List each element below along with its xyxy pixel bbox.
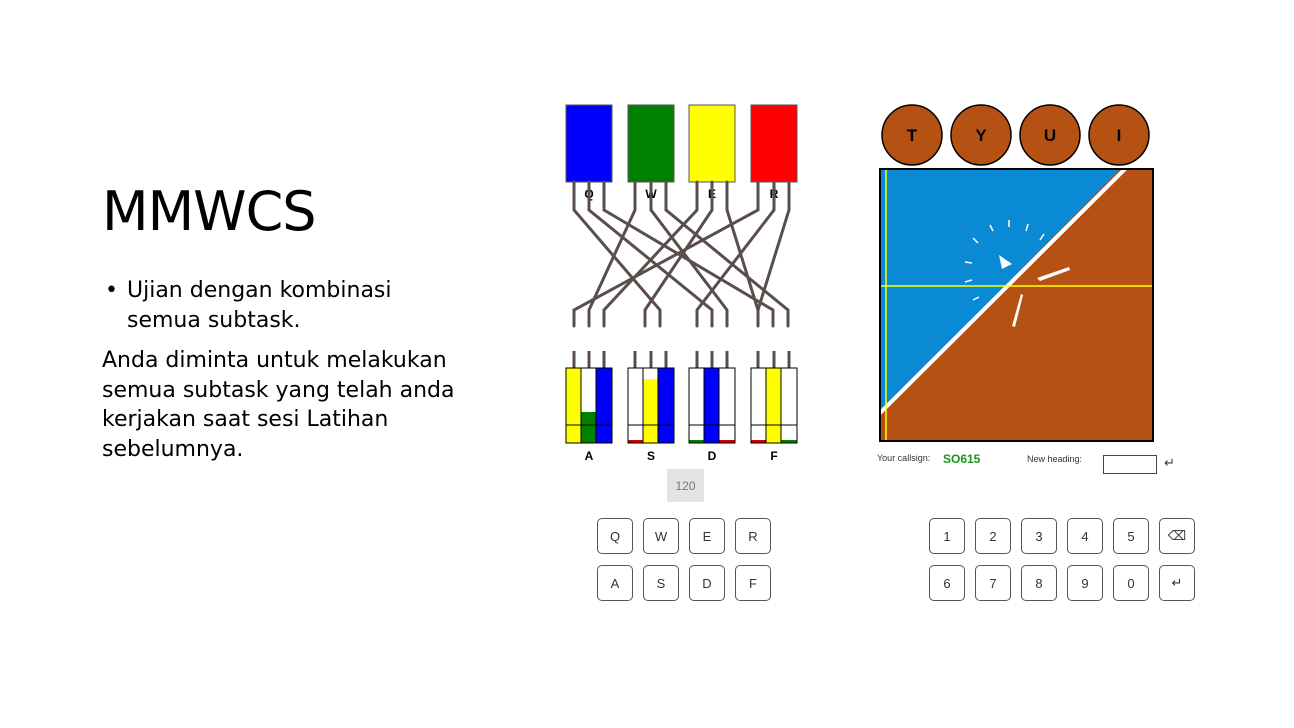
receptacle-a[interactable] bbox=[565, 367, 613, 444]
key-4[interactable]: 4 bbox=[1067, 518, 1103, 554]
svg-text:U: U bbox=[1044, 126, 1056, 145]
wire bbox=[572, 180, 760, 328]
receptacle-d[interactable] bbox=[688, 367, 736, 444]
key-0[interactable]: 0 bbox=[1113, 565, 1149, 601]
key-a[interactable]: A bbox=[597, 565, 633, 601]
bullet-item: • Ujian dengan kombinasi semua subtask. bbox=[105, 276, 465, 336]
heading-arrow bbox=[999, 255, 1012, 269]
backspace-icon[interactable]: ⌫ bbox=[1159, 518, 1195, 554]
svg-text:Y: Y bbox=[975, 126, 987, 145]
wire bbox=[725, 180, 760, 328]
receptacle-f[interactable] bbox=[750, 367, 798, 444]
callsign-value: SO615 bbox=[943, 452, 981, 466]
enter-key-icon[interactable]: ↵ bbox=[1159, 565, 1195, 601]
aircraft-marker bbox=[1037, 267, 1070, 281]
key-6[interactable]: 6 bbox=[929, 565, 965, 601]
svg-text:I: I bbox=[1117, 126, 1122, 145]
button-y[interactable]: Y bbox=[950, 104, 1012, 166]
paragraph-line: kerjakan saat sesi Latihan bbox=[102, 407, 389, 432]
bullet-text: Ujian dengan kombinasi semua subtask. bbox=[127, 278, 392, 333]
receptacle-s[interactable] bbox=[627, 367, 675, 444]
horizon-line bbox=[878, 167, 1127, 415]
button-t[interactable]: T bbox=[881, 104, 943, 166]
slide-title: MMWCS bbox=[102, 180, 317, 243]
wiring-panel: Q W E R bbox=[565, 104, 798, 463]
key-e[interactable]: E bbox=[689, 518, 725, 554]
key-9[interactable]: 9 bbox=[1067, 565, 1103, 601]
wire bbox=[695, 180, 776, 328]
key-1[interactable]: 1 bbox=[929, 518, 965, 554]
paragraph-line: Anda diminta untuk melakukan bbox=[102, 348, 447, 373]
key-8[interactable]: 8 bbox=[1021, 565, 1057, 601]
key-s[interactable]: S bbox=[643, 565, 679, 601]
wire bbox=[572, 180, 662, 328]
source-block-yellow[interactable] bbox=[688, 104, 736, 183]
source-block-blue[interactable] bbox=[565, 104, 613, 183]
wire bbox=[664, 180, 790, 328]
key-2[interactable]: 2 bbox=[975, 518, 1011, 554]
bottom-label-f: F bbox=[770, 449, 777, 463]
source-block-red[interactable] bbox=[750, 104, 798, 183]
paragraph-line: sebelumnya. bbox=[102, 436, 244, 462]
source-block-green[interactable] bbox=[627, 104, 675, 183]
button-u[interactable]: U bbox=[1019, 104, 1081, 166]
svg-text:T: T bbox=[907, 126, 918, 145]
new-heading-label: New heading: bbox=[1027, 454, 1083, 464]
enter-icon[interactable]: ↵ bbox=[1164, 455, 1175, 470]
new-heading-input[interactable] bbox=[1103, 455, 1157, 474]
bottom-label-s: S bbox=[647, 449, 655, 463]
attitude-panel: T Y U I bbox=[878, 104, 1154, 442]
score-display: 120 bbox=[667, 469, 704, 502]
wire bbox=[602, 180, 699, 328]
wire bbox=[649, 180, 729, 328]
key-w[interactable]: W bbox=[643, 518, 679, 554]
horizon-display bbox=[878, 167, 1154, 442]
wire bbox=[643, 180, 714, 328]
heading-ticks bbox=[964, 220, 1045, 301]
wire bbox=[587, 180, 637, 328]
button-i[interactable]: I bbox=[1088, 104, 1150, 166]
bullet-dot: • bbox=[105, 278, 118, 303]
key-7[interactable]: 7 bbox=[975, 565, 1011, 601]
key-q[interactable]: Q bbox=[597, 518, 633, 554]
wire bbox=[756, 180, 791, 312]
key-f[interactable]: F bbox=[735, 565, 771, 601]
paragraph-line: semua subtask yang telah anda bbox=[102, 377, 455, 403]
connector-pins bbox=[572, 351, 791, 368]
instruction-paragraph: Anda diminta untuk melakukan semua subta… bbox=[102, 346, 462, 464]
wire bbox=[602, 180, 775, 328]
bottom-label-d: D bbox=[708, 449, 717, 463]
aircraft-tail bbox=[1012, 294, 1023, 327]
wire-bundle bbox=[572, 180, 791, 328]
key-5[interactable]: 5 bbox=[1113, 518, 1149, 554]
callsign-label: Your callsign: bbox=[877, 453, 931, 463]
key-d[interactable]: D bbox=[689, 565, 725, 601]
bottom-label-a: A bbox=[585, 449, 594, 463]
key-3[interactable]: 3 bbox=[1021, 518, 1057, 554]
key-r[interactable]: R bbox=[735, 518, 771, 554]
